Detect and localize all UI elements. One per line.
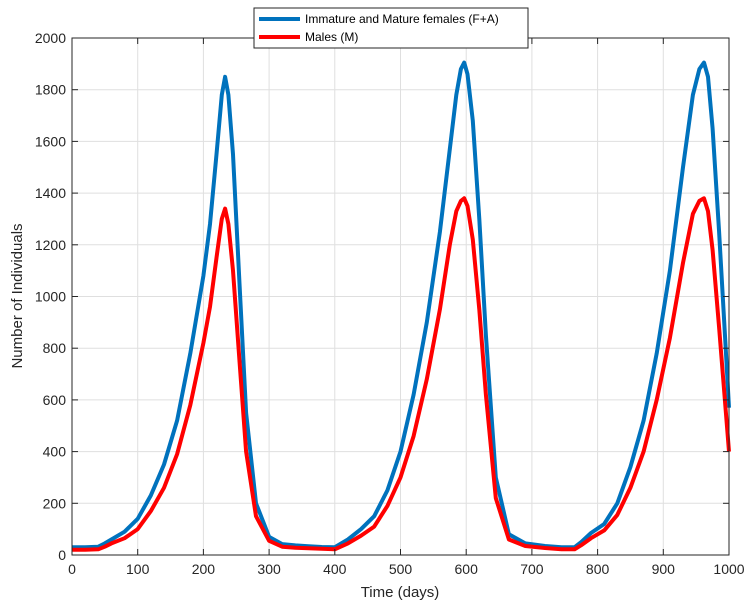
y-tick-label: 0 xyxy=(58,547,66,563)
series-lines xyxy=(72,60,731,552)
y-tick-label: 1400 xyxy=(35,185,66,201)
y-tick-label: 800 xyxy=(43,340,67,356)
axis-ticks: 0 100 200 300 400 500 600 700 800 900 1000 0 200 400 6… xyxy=(35,30,744,577)
series-line-males xyxy=(72,196,731,552)
y-tick-label: 200 xyxy=(43,495,67,511)
x-axis-label: Time (days) xyxy=(361,584,440,601)
legend-label-females: Immature and Mature females (F+A) xyxy=(305,12,499,26)
x-tick-label: 300 xyxy=(257,561,281,577)
x-tick-label: 400 xyxy=(323,561,347,577)
y-tick-label: 1000 xyxy=(35,289,66,305)
x-tick-label: 500 xyxy=(389,561,413,577)
y-tick-label: 1600 xyxy=(35,133,66,149)
y-tick-label: 400 xyxy=(43,444,67,460)
y-axis-label: Number of Individuals xyxy=(9,223,26,368)
series-line-females xyxy=(72,60,731,550)
x-tick-label: 200 xyxy=(192,561,216,577)
y-tick-label: 2000 xyxy=(35,30,66,46)
y-tick-label: 600 xyxy=(43,392,67,408)
y-tick-label: 1800 xyxy=(35,82,66,98)
legend-label-males: Males (M) xyxy=(305,30,358,44)
x-tick-label: 0 xyxy=(68,561,76,577)
x-tick-label: 1000 xyxy=(713,561,744,577)
x-tick-label: 100 xyxy=(126,561,150,577)
y-tick-label: 1200 xyxy=(35,237,66,253)
x-tick-label: 900 xyxy=(652,561,676,577)
x-tick-label: 800 xyxy=(586,561,610,577)
x-tick-label: 600 xyxy=(455,561,479,577)
x-tick-label: 700 xyxy=(520,561,544,577)
legend: Immature and Mature females (F+A) Males … xyxy=(253,7,529,49)
legend-box xyxy=(253,7,529,49)
